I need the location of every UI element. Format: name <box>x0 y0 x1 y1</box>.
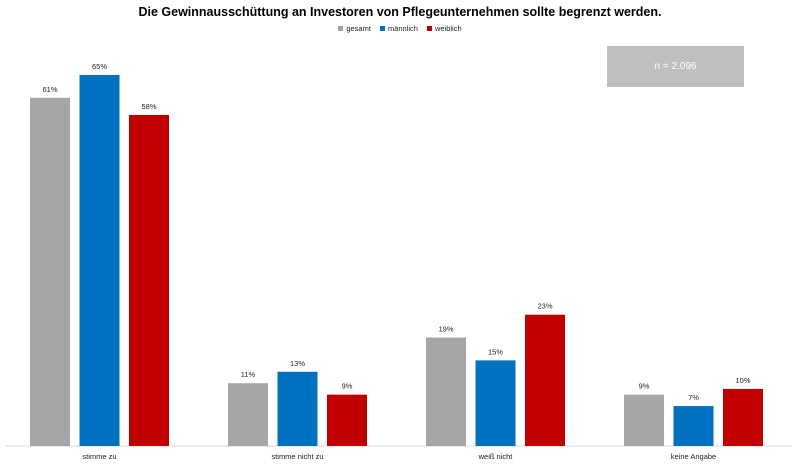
legend-swatch-maennlich <box>379 26 385 31</box>
legend-item-maennlich: männlich <box>379 24 418 33</box>
category-label-stimme-zu: stimme zu <box>82 452 116 461</box>
chart-title: Die Gewinnausschüttung an Investoren von… <box>138 5 662 19</box>
bar-keine-angabe-gesamt <box>624 394 664 446</box>
bar-stimme-zu-maennlich <box>79 75 120 446</box>
legend: gesamt männlich weiblich <box>0 24 800 33</box>
data-label-stimme-zu-maennlich: 65% <box>92 62 107 71</box>
bar-keine-angabe-maennlich <box>673 406 714 446</box>
data-label-stimme-zu-weiblich: 58% <box>141 102 156 111</box>
bar-keine-angabe-weiblich <box>723 388 763 446</box>
data-label-stimme-nicht-zu-maennlich: 13% <box>290 359 305 368</box>
bar-weiss-nicht-weiblich <box>525 314 565 446</box>
category-label-weiss-nicht: weiß nicht <box>478 452 514 461</box>
sample-size-box: n = 2.096 <box>607 46 744 87</box>
data-label-weiss-nicht-gesamt: 19% <box>438 325 453 334</box>
sample-size-label: n = 2.096 <box>654 61 697 72</box>
legend-label-weiblich: weiblich <box>434 24 462 33</box>
labels-layer: 61% 65% 58% stimme zu 11% 13% 9% stimme nicht z… <box>42 62 750 461</box>
bar-stimme-zu-gesamt <box>30 97 70 446</box>
data-label-stimme-nicht-zu-gesamt: 11% <box>241 370 256 379</box>
data-label-weiss-nicht-maennlich: 15% <box>488 347 503 356</box>
bar-stimme-nicht-zu-weiblich <box>327 394 367 446</box>
legend-item-gesamt: gesamt <box>338 24 371 33</box>
bar-stimme-nicht-zu-maennlich <box>277 371 318 446</box>
bars-layer <box>30 75 763 446</box>
legend-label-maennlich: männlich <box>387 24 418 33</box>
category-label-keine-angabe: keine Angabe <box>671 452 716 461</box>
legend-swatch-weiblich <box>426 26 432 31</box>
data-label-stimme-nicht-zu-weiblich: 9% <box>342 382 353 391</box>
data-label-stimme-zu-gesamt: 61% <box>42 85 57 94</box>
bar-weiss-nicht-maennlich <box>475 360 516 446</box>
legend-item-weiblich: weiblich <box>426 24 462 33</box>
data-label-keine-angabe-gesamt: 9% <box>639 382 650 391</box>
bar-stimme-nicht-zu-gesamt <box>228 383 268 446</box>
data-label-keine-angabe-weiblich: 10% <box>735 376 750 385</box>
bar-weiss-nicht-gesamt <box>426 337 466 446</box>
data-label-weiss-nicht-weiblich: 23% <box>537 302 552 311</box>
category-label-stimme-nicht-zu: stimme nicht zu <box>271 452 323 461</box>
legend-label-gesamt: gesamt <box>346 24 371 33</box>
bar-stimme-zu-weiblich <box>129 114 169 446</box>
data-label-keine-angabe-maennlich: 7% <box>688 393 699 402</box>
legend-swatch-gesamt <box>338 26 344 31</box>
